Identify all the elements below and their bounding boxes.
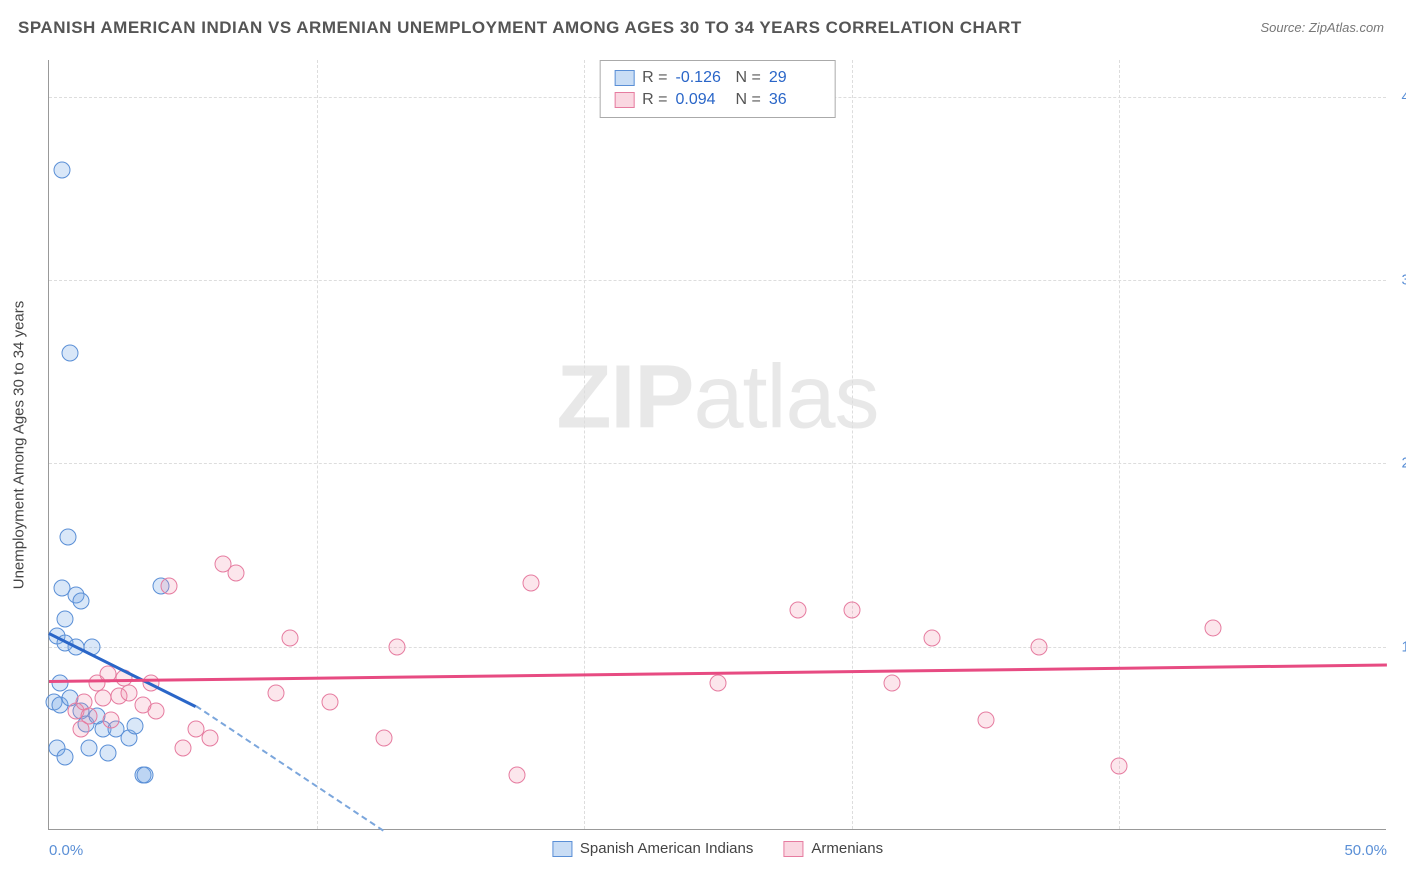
data-point (73, 721, 90, 738)
data-point (62, 345, 79, 362)
trend-line (196, 705, 384, 831)
data-point (977, 712, 994, 729)
data-point (522, 574, 539, 591)
data-point (388, 638, 405, 655)
data-point (321, 693, 338, 710)
data-point (57, 611, 74, 628)
swatch-icon (783, 841, 803, 857)
data-point (54, 162, 71, 179)
data-point (102, 712, 119, 729)
watermark: ZIPatlas (556, 347, 878, 450)
data-point (228, 565, 245, 582)
y-tick-label: 40.0% (1401, 88, 1406, 105)
scatter-plot: ZIPatlas Unemployment Among Ages 30 to 3… (48, 60, 1386, 830)
data-point (924, 629, 941, 646)
swatch-icon (552, 841, 572, 857)
gridline (317, 60, 318, 829)
swatch-icon (614, 92, 634, 108)
data-point (73, 592, 90, 609)
gridline (1119, 60, 1120, 829)
data-point (59, 528, 76, 545)
x-tick-label: 50.0% (1344, 842, 1387, 859)
data-point (94, 690, 111, 707)
data-point (57, 748, 74, 765)
chart-title: SPANISH AMERICAN INDIAN VS ARMENIAN UNEM… (18, 18, 1022, 38)
data-point (1031, 638, 1048, 655)
swatch-icon (614, 70, 634, 86)
gridline (852, 60, 853, 829)
stats-row-series-b: R = 0.094 N = 36 (614, 89, 821, 111)
gridline (49, 647, 1386, 648)
y-axis-label: Unemployment Among Ages 30 to 34 years (11, 300, 28, 589)
data-point (1111, 757, 1128, 774)
data-point (375, 730, 392, 747)
data-point (174, 739, 191, 756)
data-point (99, 745, 116, 762)
data-point (281, 629, 298, 646)
data-point (710, 675, 727, 692)
gridline (49, 463, 1386, 464)
x-tick-label: 0.0% (49, 842, 83, 859)
data-point (51, 675, 68, 692)
stats-row-series-a: R = -0.126 N = 29 (614, 67, 821, 89)
data-point (268, 684, 285, 701)
data-point (201, 730, 218, 747)
data-point (883, 675, 900, 692)
y-tick-label: 10.0% (1401, 638, 1406, 655)
data-point (509, 767, 526, 784)
data-point (81, 739, 98, 756)
legend: Spanish American Indians Armenians (552, 840, 883, 857)
y-tick-label: 20.0% (1401, 455, 1406, 472)
data-point (843, 602, 860, 619)
gridline (584, 60, 585, 829)
gridline (49, 280, 1386, 281)
correlation-stats-box: R = -0.126 N = 29 R = 0.094 N = 36 (599, 60, 836, 118)
data-point (790, 602, 807, 619)
data-point (161, 578, 178, 595)
data-point (121, 684, 138, 701)
y-tick-label: 30.0% (1401, 272, 1406, 289)
data-point (126, 717, 143, 734)
data-point (137, 767, 154, 784)
data-point (1205, 620, 1222, 637)
data-point (148, 702, 165, 719)
source-attribution: Source: ZipAtlas.com (1260, 20, 1384, 35)
legend-item-a: Spanish American Indians (552, 840, 753, 857)
legend-item-b: Armenians (783, 840, 883, 857)
